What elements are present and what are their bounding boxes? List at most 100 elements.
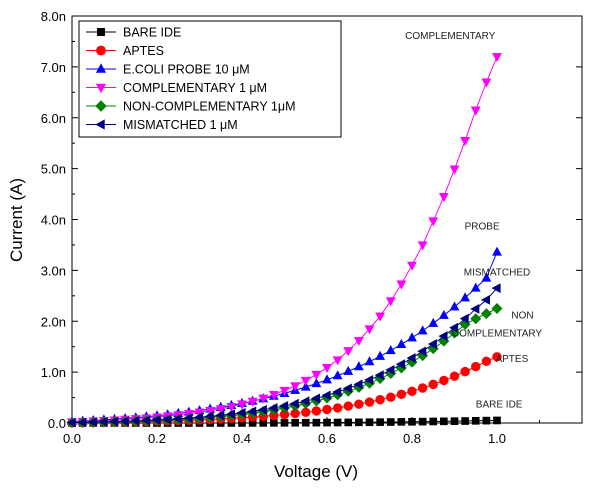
data-point [407, 261, 417, 271]
data-point [470, 304, 480, 314]
data-point [323, 418, 331, 427]
x-tick-label: 1.0 [488, 431, 506, 446]
data-point [343, 401, 353, 411]
data-point [471, 361, 481, 372]
curve-annotation: COMPLEMENTARY [452, 329, 543, 340]
data-point [460, 292, 471, 302]
y-axis: 0.0 1.0n 2.0n 3.0n 4.0n 5.0n 6.0n 7.0n 8.0n [41, 9, 582, 431]
data-point [321, 390, 331, 401]
data-point [300, 376, 311, 386]
curve-annotation: MISMATCHED [464, 267, 530, 278]
curve-annotation: APTES [495, 354, 528, 365]
x-tick-label: 0.6 [318, 431, 336, 446]
y-tick-label: 7.0n [41, 60, 66, 75]
series-layer [66, 53, 503, 429]
data-point [364, 325, 375, 335]
data-point [343, 347, 354, 357]
data-point [87, 417, 97, 428]
data-point [449, 322, 459, 333]
data-point [480, 308, 492, 320]
data-point [268, 391, 279, 401]
data-point [417, 383, 428, 393]
data-point [397, 418, 406, 426]
y-tick-label: 4.0n [41, 213, 66, 228]
data-point [438, 331, 448, 342]
x-tick-label: 0.0 [63, 431, 81, 446]
data-point [355, 418, 363, 427]
data-point [407, 332, 417, 342]
y-tick-label: 5.0n [41, 162, 66, 177]
data-point [236, 407, 246, 418]
data-point [460, 366, 470, 377]
data-point [77, 417, 87, 428]
data-point [300, 396, 310, 407]
curve-annotation: PROBE [465, 222, 500, 233]
data-point [151, 415, 161, 425]
y-tick-label: 3.0n [41, 263, 66, 278]
data-point [247, 406, 257, 417]
data-point [194, 412, 204, 423]
legend-entry: NON-COMPLEMENTARY 1μM [86, 100, 296, 114]
data-point [449, 165, 460, 175]
legend-entry: COMPLEMENTARY 1 μM [86, 81, 267, 95]
data-point [428, 379, 438, 390]
data-point [364, 375, 374, 385]
data-point [109, 416, 119, 427]
curve-annotation: NON [511, 311, 533, 322]
data-point [291, 418, 299, 427]
data-point [417, 241, 428, 251]
series-triangle-left [66, 283, 501, 428]
data-point [353, 361, 364, 371]
data-point [461, 417, 469, 425]
data-point [140, 415, 150, 426]
x-tick-label: 0.2 [148, 431, 166, 446]
data-point [470, 282, 481, 292]
data-point [438, 309, 449, 319]
data-point [343, 365, 354, 375]
data-point [268, 403, 278, 413]
data-point [385, 345, 396, 355]
data-point [183, 413, 193, 423]
data-point [215, 405, 226, 415]
data-point [470, 106, 481, 116]
data-point [342, 383, 352, 394]
data-point [395, 359, 405, 370]
legend-entry: APTES [86, 44, 164, 58]
data-point [492, 53, 502, 63]
data-point [407, 386, 417, 397]
data-point [417, 346, 427, 357]
data-point [417, 325, 428, 335]
legend-label: COMPLEMENTARY 1 μM [123, 81, 267, 95]
y-tick-label: 2.0n [41, 314, 66, 329]
legend-label: APTES [123, 44, 164, 58]
x-tick-label: 0.8 [403, 431, 421, 446]
legend-entry: BARE IDE [86, 26, 181, 40]
data-point [375, 394, 385, 405]
data-point [460, 137, 471, 147]
data-point [257, 404, 267, 415]
legend-entry: MISMATCHED 1 μM [86, 118, 238, 132]
data-point [98, 417, 108, 427]
data-point [408, 417, 416, 426]
data-point [322, 374, 332, 384]
legend-marker [95, 119, 105, 130]
data-point [449, 301, 460, 311]
data-point [332, 387, 342, 397]
data-point [311, 406, 322, 416]
data-point [492, 246, 502, 256]
legend-box [78, 20, 342, 138]
data-point [215, 410, 225, 421]
data-point [418, 417, 427, 426]
data-point [396, 389, 407, 400]
data-point [385, 364, 395, 375]
data-point [280, 418, 289, 427]
data-point [119, 416, 129, 427]
data-point [440, 417, 448, 426]
data-point [428, 317, 439, 327]
y-axis-title: Current (A) [7, 178, 26, 262]
data-point [332, 370, 343, 380]
data-point [386, 392, 396, 402]
data-point [290, 382, 301, 392]
data-point [482, 416, 491, 425]
data-point [353, 336, 364, 347]
